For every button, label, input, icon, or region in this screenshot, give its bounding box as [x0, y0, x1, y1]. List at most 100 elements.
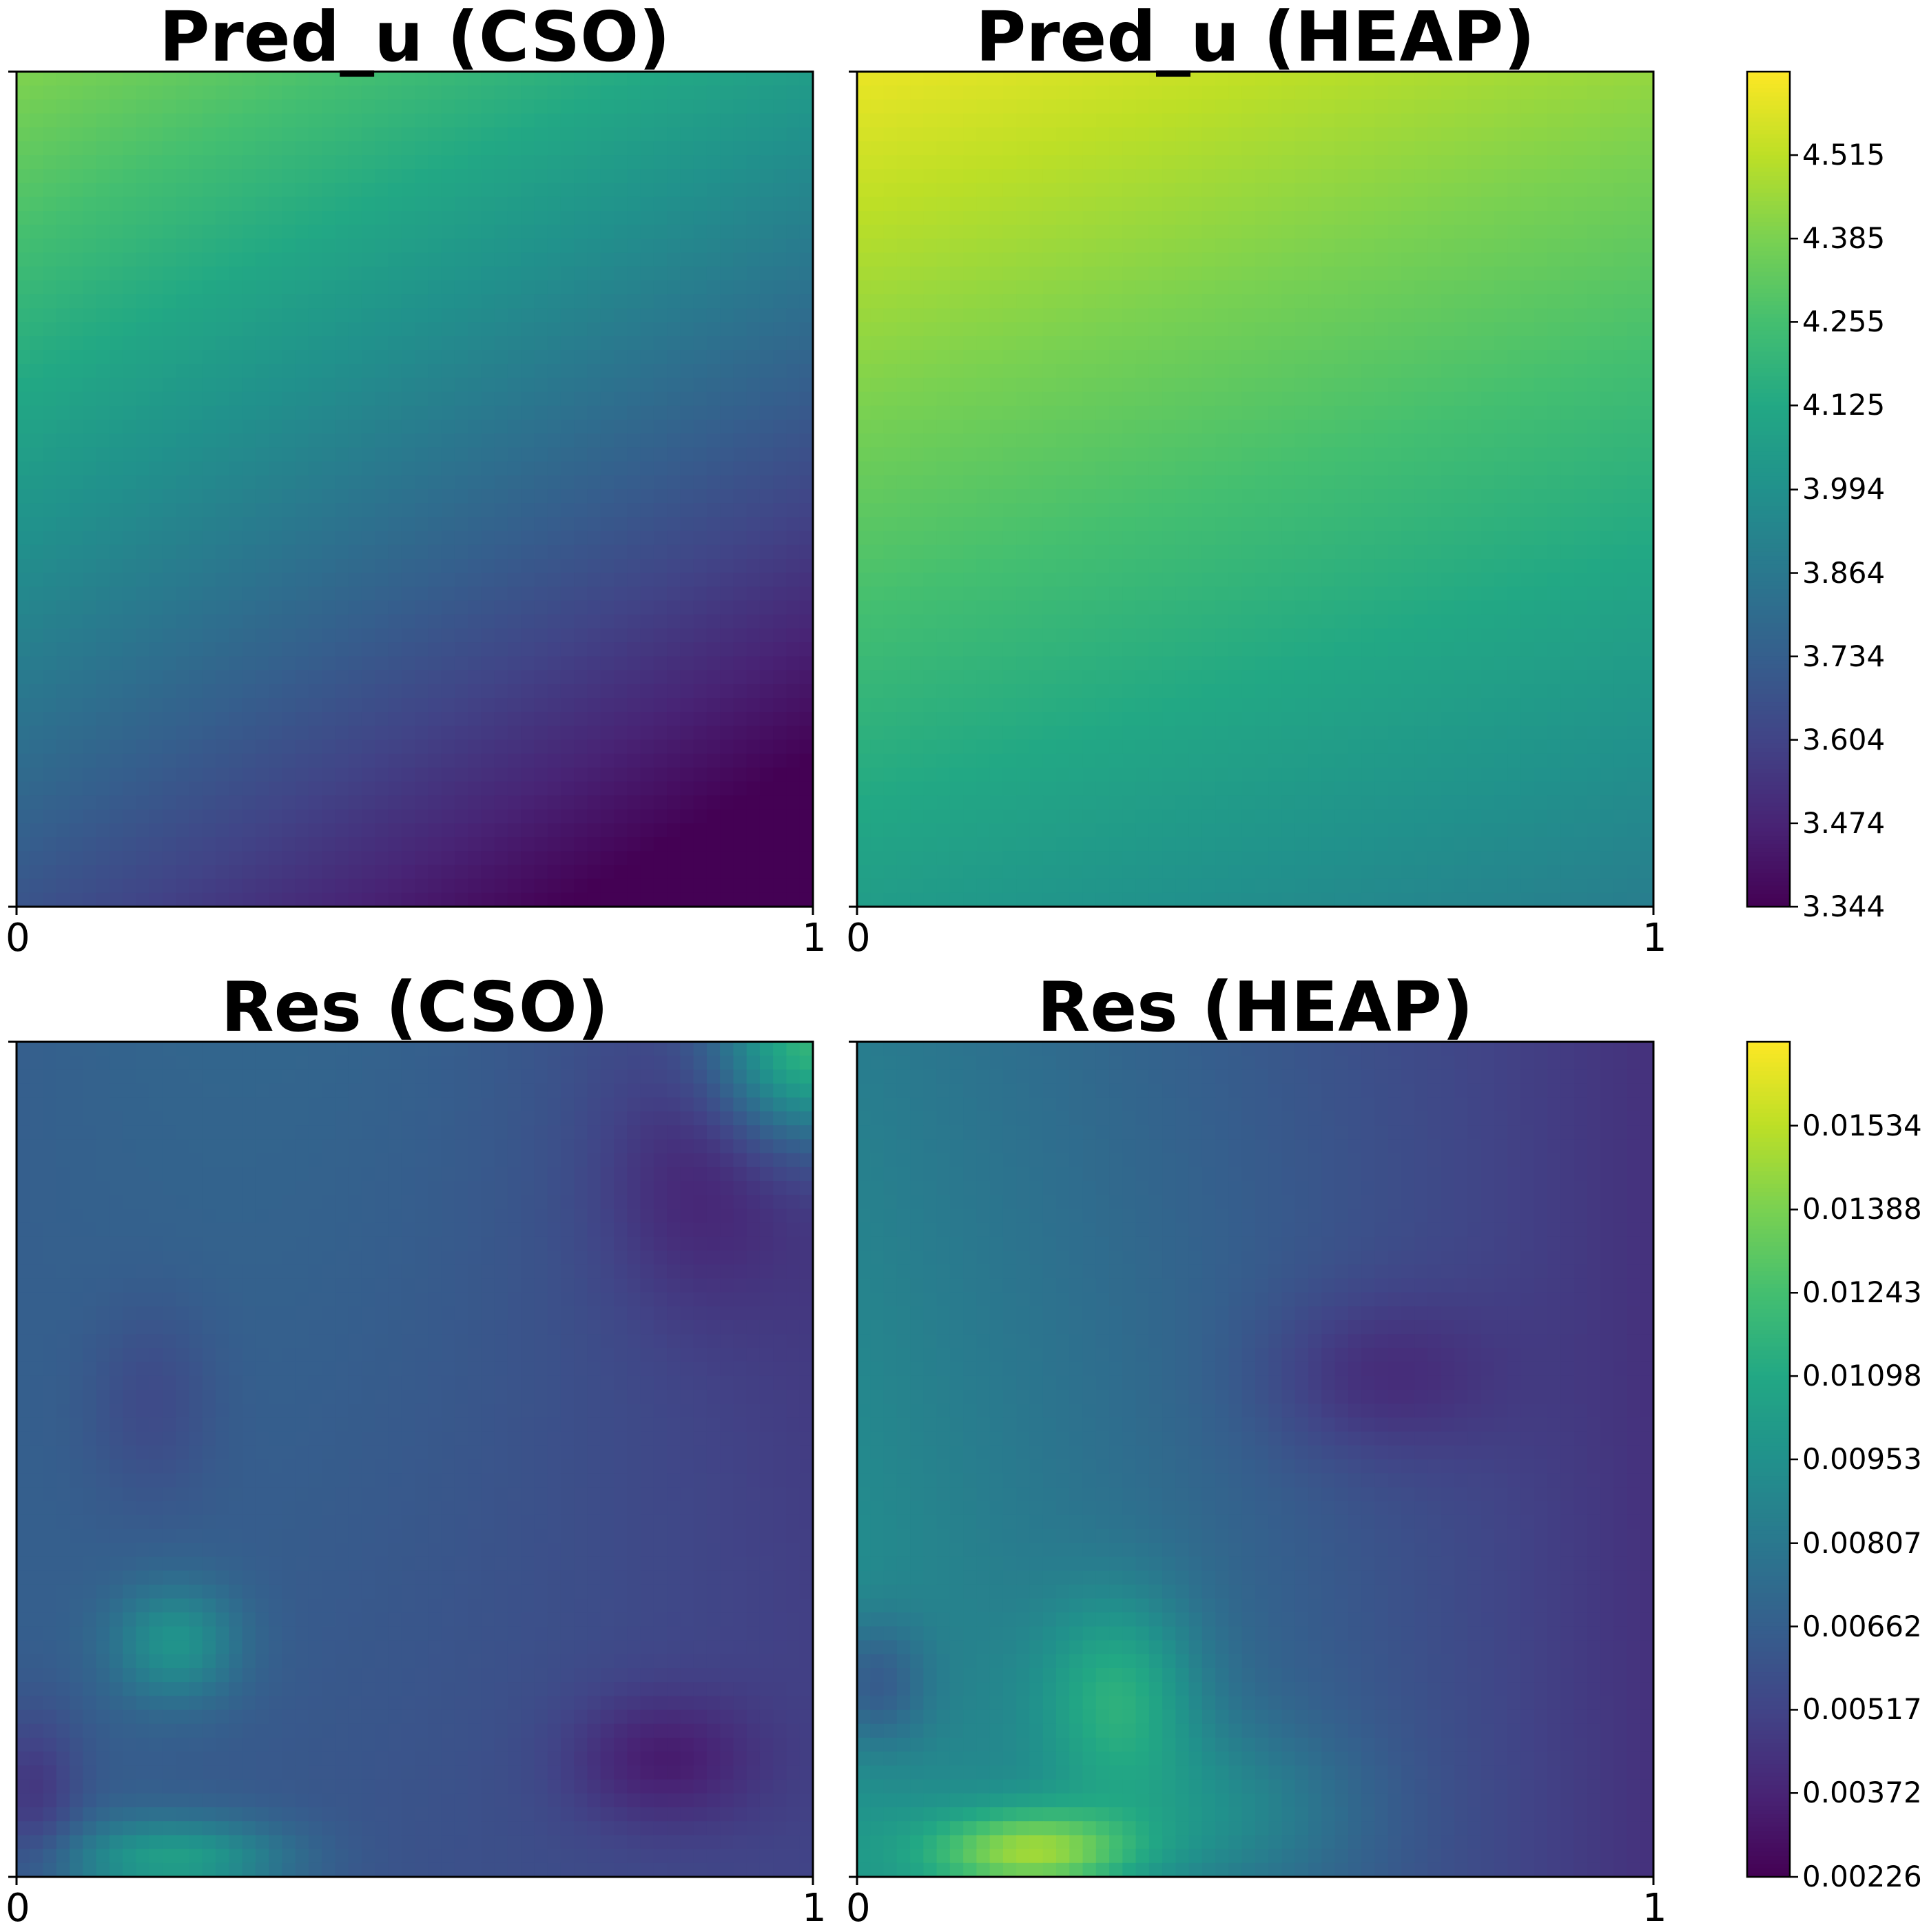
heatmap-cell — [574, 336, 588, 351]
heatmap-cell — [296, 810, 309, 824]
heatmap-cell — [110, 211, 123, 225]
heatmap-cell — [1441, 183, 1455, 198]
heatmap-cell — [747, 684, 761, 699]
heatmap-cell — [256, 462, 269, 476]
heatmap-cell — [428, 851, 442, 865]
heatmap-cell — [362, 211, 375, 225]
heatmap-cell — [322, 684, 336, 699]
heatmap-cell — [587, 99, 601, 114]
heatmap-cell — [1308, 225, 1322, 239]
heatmap-cell — [176, 545, 189, 559]
heatmap-cell — [229, 85, 243, 100]
heatmap-cell — [1308, 294, 1322, 309]
heatmap-cell — [349, 837, 362, 852]
heatmap-cell — [1096, 114, 1110, 128]
heatmap-cell — [521, 781, 535, 796]
heatmap-cell — [1361, 225, 1375, 239]
heatmap-cell — [203, 740, 216, 754]
heatmap-cell — [269, 253, 282, 267]
heatmap-cell — [189, 865, 203, 879]
heatmap-cell — [990, 155, 1004, 169]
heatmap-cell — [561, 879, 575, 894]
heatmap-cell — [1162, 253, 1176, 267]
heatmap-cell — [70, 475, 83, 490]
heatmap-cell — [800, 350, 814, 364]
heatmap-cell — [243, 155, 256, 169]
heatmap-cell — [428, 795, 442, 810]
heatmap-cell — [1308, 114, 1322, 128]
heatmap-cell — [349, 740, 362, 754]
heatmap-cell — [216, 225, 229, 239]
heatmap-cell — [1427, 378, 1441, 392]
heatmap-cell — [773, 712, 787, 726]
heatmap-cell — [335, 378, 349, 392]
heatmap-cell — [508, 489, 522, 504]
heatmap-cell — [1228, 280, 1242, 295]
heatmap-cell — [296, 392, 309, 407]
heatmap-cell — [1534, 197, 1548, 212]
heatmap-cell — [189, 336, 203, 351]
heatmap-cell — [149, 475, 163, 490]
heatmap-cell — [203, 823, 216, 838]
heatmap-cell — [203, 433, 216, 448]
heatmap-cell — [83, 447, 96, 462]
heatmap-cell — [733, 642, 747, 657]
heatmap-cell — [269, 155, 282, 169]
heatmap-cell — [149, 141, 163, 156]
heatmap-cell — [614, 670, 628, 685]
heatmap-cell — [654, 642, 668, 657]
heatmap-cell — [733, 740, 747, 754]
heatmap-cell — [296, 837, 309, 852]
heatmap-cell — [136, 378, 149, 392]
heatmap-cell — [468, 586, 482, 601]
heatmap-cell — [680, 280, 694, 295]
heatmap-cell — [149, 559, 163, 573]
heatmap-cell — [136, 294, 149, 309]
heatmap-cell — [601, 183, 615, 198]
heatmap-cell — [976, 114, 990, 128]
heatmap-cell — [857, 141, 871, 156]
heatmap-cell — [362, 489, 375, 504]
heatmap-cell — [136, 238, 149, 253]
heatmap-cell — [1574, 72, 1587, 86]
heatmap-cell — [707, 308, 721, 322]
heatmap-cell — [1454, 280, 1468, 295]
heatmap-cell — [574, 628, 588, 643]
heatmap-cell — [269, 420, 282, 434]
heatmap-cell — [561, 698, 575, 712]
heatmap-cell — [468, 545, 482, 559]
heatmap-cell — [428, 615, 442, 629]
heatmap-cell — [773, 197, 787, 212]
heatmap-cell — [176, 127, 189, 142]
heatmap-cell — [110, 225, 123, 239]
heatmap-cell — [335, 670, 349, 685]
heatmap-cell — [654, 670, 668, 685]
heatmap-cell — [641, 837, 654, 852]
heatmap-cell — [83, 656, 96, 670]
heatmap-cell — [1215, 267, 1229, 281]
heatmap-cell — [1189, 336, 1203, 351]
heatmap-cell — [481, 127, 495, 142]
heatmap-cell — [1083, 336, 1097, 351]
heatmap-cell — [1109, 155, 1123, 169]
heatmap-cell — [1083, 211, 1097, 225]
heatmap-cell — [521, 155, 535, 169]
heatmap-cell — [641, 601, 654, 615]
heatmap-cell — [654, 601, 668, 615]
heatmap-cell — [136, 114, 149, 128]
heatmap-cell — [282, 155, 296, 169]
heatmap-cell — [786, 211, 800, 225]
heatmap-cell — [884, 99, 898, 114]
heatmap-cell — [335, 601, 349, 615]
heatmap-cell — [508, 141, 522, 156]
heatmap-cell — [309, 517, 322, 531]
heatmap-cell — [1228, 350, 1242, 364]
heatmap-cell — [1255, 280, 1269, 295]
heatmap-cell — [189, 642, 203, 657]
heatmap-cell — [574, 573, 588, 587]
heatmap-cell — [229, 155, 243, 169]
heatmap-cell — [442, 169, 455, 183]
heatmap-cell — [1109, 308, 1123, 322]
heatmap-cell — [1308, 253, 1322, 267]
heatmap-cell — [189, 238, 203, 253]
